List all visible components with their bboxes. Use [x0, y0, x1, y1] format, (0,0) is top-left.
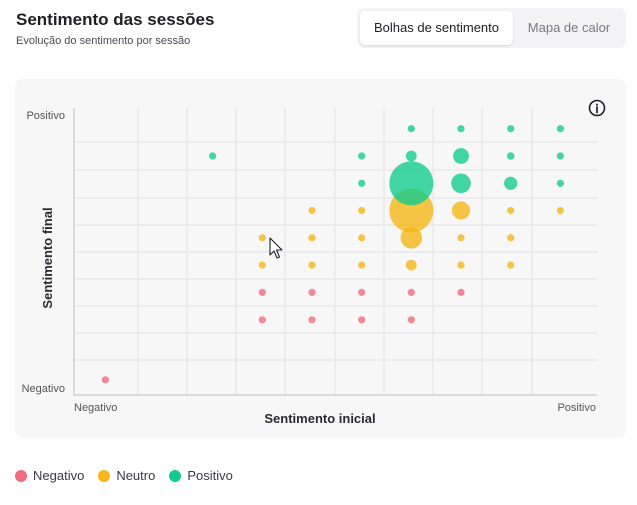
bubble-neutro[interactable]	[308, 234, 316, 242]
bubble-negativo[interactable]	[407, 288, 415, 296]
bubble-positivo[interactable]	[358, 152, 366, 160]
bubble-positivo[interactable]	[209, 152, 217, 160]
x-tick-max: Positivo	[557, 402, 596, 414]
bubble-negativo[interactable]	[358, 288, 366, 296]
bubble-neutro[interactable]	[556, 206, 565, 215]
bubble-positivo[interactable]	[556, 179, 565, 187]
series-negativo	[101, 288, 465, 384]
legend-label: Neutro	[116, 468, 156, 483]
legend-swatch	[98, 469, 111, 482]
legend-item-neutro[interactable]: Neutro	[98, 468, 155, 483]
bubble-neutro[interactable]	[308, 206, 316, 215]
bubble-neutro[interactable]	[457, 234, 465, 242]
info-icon[interactable]	[588, 99, 606, 117]
bubble-neutro[interactable]	[507, 261, 515, 269]
bubble-positivo[interactable]	[556, 152, 565, 160]
bubble-neutro[interactable]	[258, 234, 266, 242]
series-neutro	[258, 188, 565, 271]
bubble-neutro[interactable]	[400, 227, 423, 249]
series-positivo	[209, 125, 565, 206]
bubble-neutro[interactable]	[258, 261, 266, 269]
x-tick-min: Negativo	[74, 402, 117, 414]
chart-panel	[15, 79, 626, 438]
bubble-neutro[interactable]	[358, 234, 366, 242]
bubble-positivo[interactable]	[504, 176, 518, 190]
bubble-neutro[interactable]	[507, 234, 515, 242]
bubble-positivo[interactable]	[556, 125, 565, 133]
bubble-neutro[interactable]	[451, 201, 471, 220]
bubble-positivo[interactable]	[453, 148, 469, 164]
bubble-positivo[interactable]	[358, 179, 366, 187]
bubble-negativo[interactable]	[457, 288, 465, 296]
bubble-neutro[interactable]	[457, 261, 465, 269]
tab-heatmap[interactable]: Mapa de calor	[527, 20, 611, 35]
bubble-negativo[interactable]	[101, 376, 109, 384]
legend-swatch	[15, 469, 27, 482]
chart-subtitle: Evolução do sentimento por sessão	[16, 35, 191, 47]
legend-swatch	[169, 469, 182, 482]
bubble-negativo[interactable]	[308, 288, 316, 296]
bubble-negativo[interactable]	[308, 316, 316, 324]
y-tick-max: Positivo	[26, 110, 65, 122]
tab-bubbles[interactable]: Bolhas de sentimento	[360, 11, 513, 45]
view-toggle: Bolhas de sentimento Mapa de calor	[357, 8, 626, 48]
bubble-positivo[interactable]	[457, 125, 465, 133]
bubble-neutro[interactable]	[405, 259, 417, 271]
legend-label: Negativo	[33, 468, 85, 483]
legend-item-positivo[interactable]: Positivo	[169, 468, 233, 483]
y-tick-min: Negativo	[22, 383, 65, 395]
bubble-neutro[interactable]	[358, 261, 366, 269]
chart-grid	[73, 108, 597, 395]
legend-item-negativo[interactable]: Negativo	[15, 468, 84, 483]
y-axis-label: Sentimento final	[40, 207, 55, 308]
mouse-pointer-icon	[269, 237, 283, 259]
chart-title: Sentimento das sessões	[16, 10, 215, 29]
bubble-neutro[interactable]	[308, 261, 316, 269]
bubble-neutro[interactable]	[507, 206, 515, 215]
bubble-negativo[interactable]	[258, 316, 266, 324]
bubble-positivo[interactable]	[389, 161, 434, 206]
bubble-positivo[interactable]	[506, 152, 515, 160]
bubble-positivo[interactable]	[405, 150, 417, 162]
legend-label: Positivo	[187, 468, 233, 483]
bubble-positivo[interactable]	[407, 125, 415, 133]
chart-legend: Negativo Neutro Positivo	[15, 468, 233, 483]
bubble-positivo[interactable]	[507, 125, 515, 133]
bubble-positivo[interactable]	[451, 173, 471, 194]
bubble-layer	[101, 125, 565, 384]
bubble-negativo[interactable]	[358, 316, 366, 324]
x-axis-label: Sentimento inicial	[264, 411, 375, 426]
bubble-negativo[interactable]	[407, 316, 415, 324]
bubble-negativo[interactable]	[258, 288, 266, 296]
bubble-neutro[interactable]	[358, 206, 366, 215]
